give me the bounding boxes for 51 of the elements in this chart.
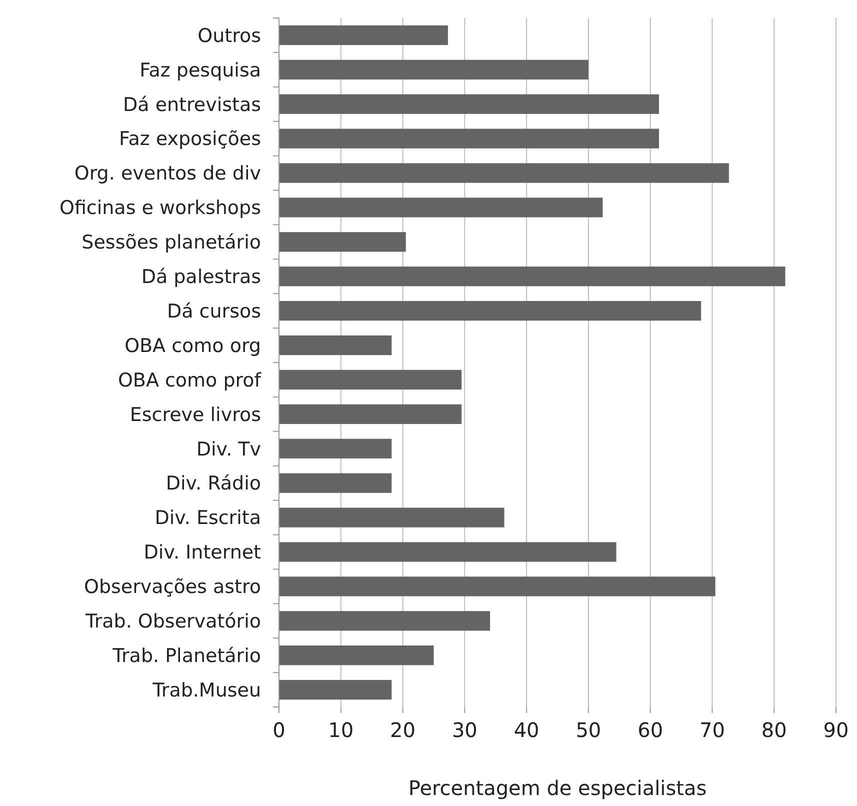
y-tick-label: Faz pesquisa — [140, 59, 261, 82]
bar — [279, 232, 406, 252]
bar — [279, 301, 702, 321]
bar — [279, 542, 616, 562]
bar — [279, 128, 659, 148]
bar — [279, 25, 448, 46]
bar — [279, 576, 716, 596]
x-tick-label: 20 — [390, 718, 416, 742]
x-tick-label: 80 — [761, 718, 787, 742]
x-tick-label: 50 — [576, 718, 602, 742]
x-tick-label: 90 — [823, 718, 849, 742]
y-tick-label: Div. Tv — [196, 438, 261, 460]
y-tick-label: Trab.Museu — [152, 679, 261, 702]
y-tick-label: Trab. Observatório — [84, 610, 261, 633]
y-tick-label: Observações astro — [84, 576, 261, 598]
x-tick-label: 30 — [452, 718, 478, 742]
y-tick-label: Trab. Planetário — [112, 644, 261, 667]
bar — [279, 473, 392, 493]
bar — [279, 438, 392, 458]
bar — [279, 163, 729, 183]
y-tick-label: Sessões planetário — [82, 232, 261, 254]
bar — [279, 508, 504, 528]
bar — [279, 335, 392, 356]
y-tick-label: Outros — [198, 24, 261, 47]
x-tick-label: 70 — [699, 718, 725, 742]
y-tick-label: Dá palestras — [141, 266, 261, 288]
y-tick-label: Escreve livros — [130, 404, 261, 426]
y-tick-label: Dá entrevistas — [123, 94, 261, 116]
x-tick-label: 0 — [272, 718, 286, 742]
y-tick-label: Faz exposições — [119, 128, 261, 150]
y-tick-label: Div. Rádio — [166, 472, 261, 495]
y-tick-label: OBA como prof — [118, 369, 262, 392]
y-tick-label: Dá cursos — [166, 300, 261, 322]
bar — [279, 611, 490, 631]
x-tick-label: 40 — [514, 718, 540, 742]
bar — [279, 94, 659, 114]
bar — [279, 266, 786, 286]
y-tick-label: Div. Escrita — [154, 507, 261, 530]
x-axis-title: Percentagem de especialistas — [408, 776, 707, 800]
y-tick-label: Org. eventos de div — [74, 162, 261, 185]
bar — [279, 198, 603, 218]
y-tick-label: OBA como org — [124, 334, 261, 357]
bar — [279, 646, 434, 666]
bar — [279, 404, 462, 424]
bar — [279, 60, 588, 80]
bar — [279, 370, 462, 390]
x-tick-label: 10 — [328, 718, 354, 742]
y-tick-label: Oficinas e workshops — [59, 197, 261, 220]
bar — [279, 680, 392, 700]
y-tick-label: Div. Internet — [144, 542, 261, 564]
x-tick-label: 60 — [638, 718, 664, 742]
